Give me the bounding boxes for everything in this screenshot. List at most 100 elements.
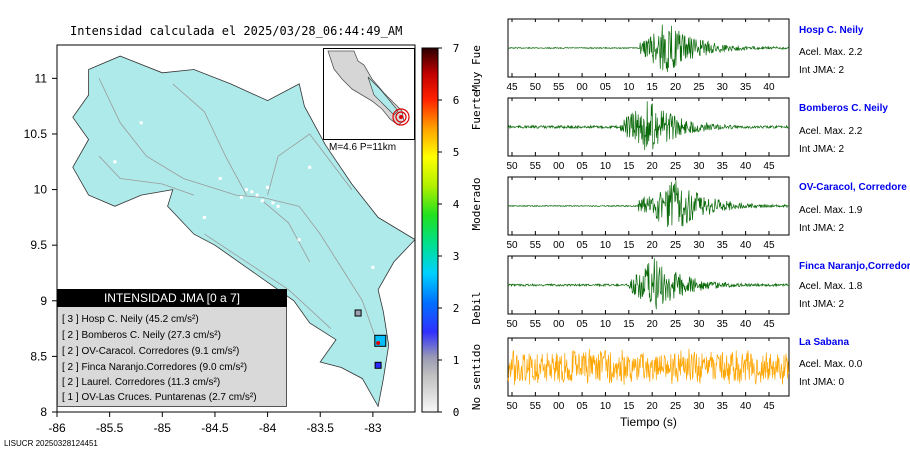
town-marker xyxy=(266,185,270,189)
costa-rica-outline xyxy=(72,55,416,408)
time-tick-label: 15 xyxy=(623,161,635,172)
costa-rica-landmass xyxy=(72,55,416,408)
legend-row: [ 2 ] OV-Caracol. Corredores (9.1 cm/s²) xyxy=(62,346,239,357)
x-axis-title: Tiempo (s) xyxy=(620,415,677,429)
waveform-trace xyxy=(507,101,790,151)
station-marker[interactable] xyxy=(354,309,362,317)
time-tick-label: 00 xyxy=(553,161,565,172)
time-tick-label: 20 xyxy=(647,401,659,412)
footer-id: LISUCR 20250328124451 xyxy=(4,439,98,448)
road-line xyxy=(204,233,332,329)
station-acceleration: Acel. Max. 2.2 xyxy=(799,47,863,58)
colorbar-category-label: Debil xyxy=(470,291,483,324)
seismogram-panel: 50 55 00 05 10 15 20 25 30 35 40 45 xyxy=(506,255,790,330)
time-tick-label: 40 xyxy=(763,82,775,93)
colorbar-tick-label: 0 xyxy=(453,406,460,419)
intensity-colorbar: 0 1 2 3 4 5 6 7 No sentido Debil Moderado FuerteMu… xyxy=(421,44,483,419)
station-name[interactable]: Hosp C. Neily xyxy=(799,25,864,36)
time-tick-label: 25 xyxy=(670,401,682,412)
town-marker xyxy=(297,238,301,242)
station-marker[interactable] xyxy=(374,334,387,347)
epicenter-ring-outer xyxy=(392,108,410,126)
time-tick-label: 10 xyxy=(600,401,612,412)
legend-row: [ 3 ] Hosp C. Neily (45.2 cm/s²) xyxy=(62,314,199,325)
town-marker xyxy=(255,193,259,197)
time-tick-label: 05 xyxy=(577,240,589,251)
time-tick-label: 15 xyxy=(647,82,659,93)
x-tick-label: -85.5 xyxy=(96,421,124,435)
legend-station-text: Finca Naranjo.Corredores (9.0 cm/s²) xyxy=(81,362,248,373)
time-tick-label: 35 xyxy=(717,161,729,172)
town-marker xyxy=(276,204,280,208)
legend-station-text: OV-Las Cruces. Puntarenas (2.7 cm/s²) xyxy=(81,392,257,403)
station-name[interactable]: Finca Naranjo,Corredor xyxy=(799,261,910,272)
time-tick-label: 25 xyxy=(670,240,682,251)
town-marker xyxy=(218,177,222,180)
station-marker[interactable] xyxy=(374,361,382,369)
seismogram-panels: 45 50 55 00 05 10 15 20 25 30 35 40 50 55 00 05 10 15 20 25… xyxy=(506,18,790,412)
road-line xyxy=(267,133,353,196)
time-tick-label: 10 xyxy=(623,82,635,93)
time-tick-label: 50 xyxy=(506,319,518,330)
station-acceleration: Acel. Max. 1.8 xyxy=(799,281,863,292)
time-tick-label: 20 xyxy=(647,319,659,330)
colorbar-tick-label: 4 xyxy=(453,198,460,211)
inset-map xyxy=(323,48,415,140)
station-acceleration: Acel. Max. 0.0 xyxy=(799,359,863,370)
y-tick-label: 9 xyxy=(40,294,47,308)
time-tick-label: 55 xyxy=(530,240,542,251)
time-tick-label: 00 xyxy=(553,240,565,251)
town-marker xyxy=(245,188,248,192)
legend-level: [ 2 ] xyxy=(62,377,79,388)
page-title: Intensidad calculada el 2025/03/28_06:44… xyxy=(70,24,403,38)
station-intensity: Int JMA: 0 xyxy=(799,377,845,388)
waveform-trace xyxy=(507,24,790,73)
station-intensity: Int JMA: 2 xyxy=(799,223,845,234)
station-acceleration: Acel. Max. 1.9 xyxy=(799,205,863,216)
time-tick-label: 05 xyxy=(600,82,612,93)
town-marker xyxy=(239,195,243,199)
time-tick-label: 10 xyxy=(600,161,612,172)
inset-land xyxy=(327,50,405,126)
station-name[interactable]: Bomberos C. Neily xyxy=(799,103,888,114)
legend-row: [ 2 ] Laurel. Corredores (11.3 cm/s²) xyxy=(62,377,220,388)
x-tick-label: -84 xyxy=(259,421,277,435)
legend-level: [ 1 ] xyxy=(62,392,79,403)
colorbar-tick-label: 5 xyxy=(453,146,460,159)
x-tick-label: -86 xyxy=(48,421,66,435)
time-tick-label: 40 xyxy=(740,161,752,172)
colorbar-tick-label: 2 xyxy=(453,302,460,315)
time-tick-label: 50 xyxy=(506,240,518,251)
legend-station-text: OV-Caracol. Corredores (9.1 cm/s²) xyxy=(81,346,240,357)
road-line xyxy=(98,155,195,196)
time-tick-label: 45 xyxy=(763,319,775,330)
time-tick-label: 45 xyxy=(763,240,775,251)
time-tick-label: 50 xyxy=(506,401,518,412)
time-tick-label: 00 xyxy=(577,82,589,93)
station-acceleration: Acel. Max. 2.2 xyxy=(799,126,863,137)
time-tick-label: 40 xyxy=(740,319,752,330)
time-tick-label: 35 xyxy=(740,82,752,93)
time-tick-label: 55 xyxy=(553,82,565,93)
time-tick-label: 00 xyxy=(553,401,565,412)
time-tick-label: 45 xyxy=(763,161,775,172)
town-marker xyxy=(260,199,264,203)
station-name[interactable]: La Sabana xyxy=(799,337,850,348)
town-marker xyxy=(139,121,143,125)
time-tick-label: 05 xyxy=(577,319,589,330)
colorbar-category-label: Muy Fuerte xyxy=(470,44,483,92)
colorbar-category-label: No sentido xyxy=(470,344,483,410)
time-tick-label: 20 xyxy=(670,82,682,93)
station-name[interactable]: OV-Caracol, Corredore xyxy=(799,182,907,193)
town-marker xyxy=(250,190,254,194)
colorbar-tick-label: 3 xyxy=(453,250,460,263)
town-marker xyxy=(202,215,206,219)
time-tick-label: 10 xyxy=(600,240,612,251)
legend-level: [ 2 ] xyxy=(62,346,79,357)
y-tick-label: 11 xyxy=(35,71,48,85)
time-tick-label: 30 xyxy=(717,82,729,93)
station-intensity: Int JMA: 2 xyxy=(799,65,845,76)
road-line xyxy=(98,78,379,346)
colorbar-tick-label: 6 xyxy=(453,94,460,107)
